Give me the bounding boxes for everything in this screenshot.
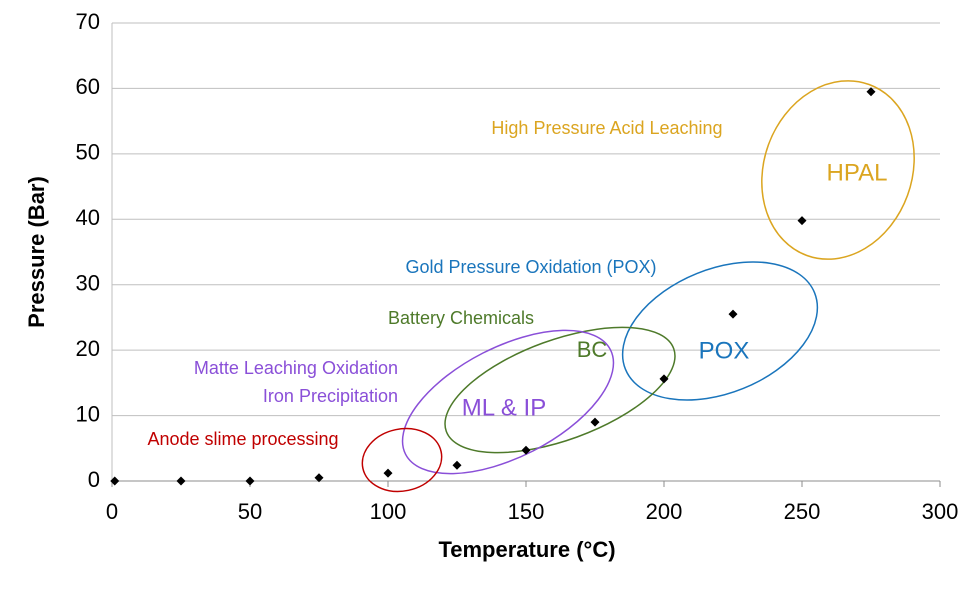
x-tick-label: 100 [370,499,407,524]
group-ellipse [444,326,676,454]
x-tick-label: 50 [238,499,262,524]
group-note: Battery Chemicals [388,308,534,328]
x-axis-label: Temperature (°C) [438,537,615,562]
x-tick-label: 150 [508,499,545,524]
point [590,417,600,427]
group-note: Iron Precipitation [263,386,398,406]
y-tick-label: 10 [76,401,100,426]
point [866,87,876,97]
y-tick-label: 60 [76,74,100,99]
y-tick-label: 40 [76,205,100,230]
group-label: POX [699,337,750,364]
point [521,445,531,455]
y-tick-label: 20 [76,336,100,361]
group-note: Gold Pressure Oxidation (POX) [405,257,656,277]
group-ellipse [361,427,443,493]
x-tick-label: 250 [784,499,821,524]
group-ellipse [621,261,819,401]
point [383,468,393,478]
group-label: ML & IP [462,394,546,421]
y-axis-label: Pressure (Bar) [24,176,49,328]
group-note: High Pressure Acid Leaching [491,118,722,138]
group-note: Matte Leaching Oxidation [194,358,398,378]
x-tick-label: 0 [106,499,118,524]
x-tick-label: 200 [646,499,683,524]
point [176,476,186,486]
x-tick-label: 300 [922,499,959,524]
point [797,216,807,226]
group-ellipse [761,80,915,260]
point [728,309,738,319]
point [314,473,324,483]
y-tick-label: 50 [76,140,100,165]
point [245,476,255,486]
y-tick-label: 30 [76,271,100,296]
group-note: Anode slime processing [147,429,338,449]
group-ellipse [401,329,615,475]
point [659,374,669,384]
point [452,460,462,470]
y-tick-label: 0 [88,467,100,492]
point [110,476,120,486]
y-tick-label: 70 [76,9,100,34]
group-label: HPAL [827,159,888,186]
